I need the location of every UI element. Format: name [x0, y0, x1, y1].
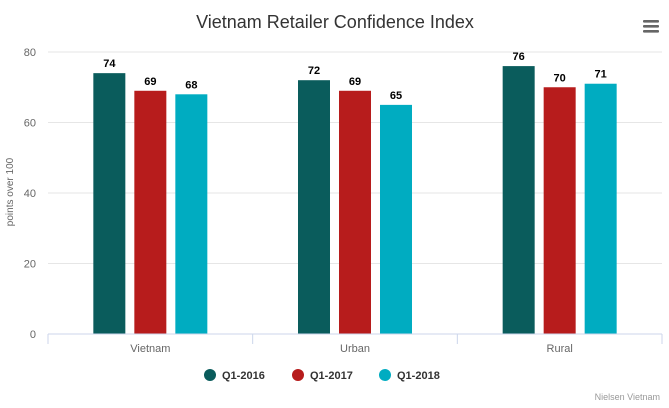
bar[interactable]	[339, 90, 371, 335]
legend-label: Q1-2017	[310, 370, 353, 382]
legend-label: Q1-2018	[397, 370, 440, 382]
legend-item[interactable]: Q1-2016	[204, 369, 265, 382]
bar-data-label: 76	[513, 51, 525, 63]
bar-data-label: 71	[595, 69, 607, 81]
bar[interactable]	[134, 90, 167, 335]
legend-label: Q1-2016	[222, 370, 265, 382]
bar[interactable]	[380, 104, 412, 334]
bar[interactable]	[584, 83, 617, 334]
y-tick-label: 20	[24, 259, 36, 271]
credit-text: Nielsen Vietnam	[595, 392, 660, 402]
bar[interactable]	[93, 73, 126, 335]
y-tick-label: 40	[24, 188, 36, 200]
legend-marker	[204, 369, 216, 381]
x-category-label: Vietnam	[130, 343, 170, 355]
legend-item[interactable]: Q1-2017	[292, 369, 353, 382]
legend: Q1-2016 Q1-2017 Q1-2018	[204, 369, 440, 382]
bar-data-label: 69	[349, 76, 361, 88]
x-category-label: Rural	[547, 343, 573, 355]
data-labels: 74 69 68 72 69 65 76 70 71	[103, 51, 607, 102]
bar-data-label: 68	[185, 79, 197, 91]
y-tick-label: 0	[30, 329, 36, 341]
bars	[93, 66, 617, 335]
bar-data-label: 65	[390, 90, 402, 102]
y-tick-label: 60	[24, 118, 36, 130]
hamburger-menu-icon[interactable]	[643, 20, 659, 33]
bar[interactable]	[298, 80, 330, 334]
chart-title: Vietnam Retailer Confidence Index	[196, 12, 474, 32]
bar-data-label: 69	[144, 76, 156, 88]
y-tick-label: 80	[24, 47, 36, 59]
bar-data-label: 70	[554, 72, 566, 84]
y-axis-label: points over 100	[5, 157, 16, 226]
bar-data-label: 72	[308, 65, 320, 77]
bar[interactable]	[543, 87, 576, 334]
legend-item[interactable]: Q1-2018	[379, 369, 440, 382]
bar-data-label: 74	[103, 58, 116, 70]
bar[interactable]	[175, 94, 208, 334]
y-axis-ticks: 0 20 40 60 80	[24, 47, 36, 341]
legend-marker	[379, 369, 391, 381]
bar[interactable]	[502, 66, 535, 334]
x-axis: Vietnam Urban Rural	[47, 333, 663, 355]
legend-marker	[292, 369, 304, 381]
x-category-label: Urban	[340, 343, 370, 355]
